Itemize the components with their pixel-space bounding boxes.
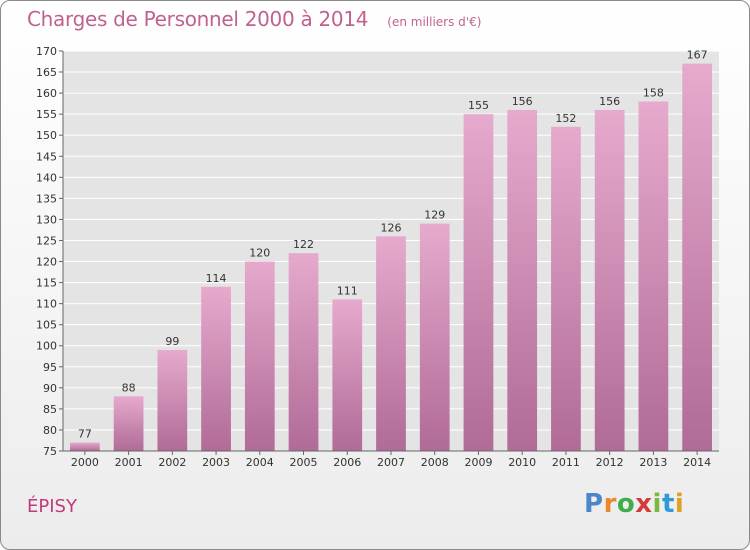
- x-tick-label: 2005: [290, 456, 318, 469]
- title-row: Charges de Personnel 2000 à 2014 (en mil…: [27, 7, 481, 31]
- y-tick-label: 100: [36, 340, 57, 353]
- bar-value-label: 152: [555, 112, 576, 125]
- chart-subtitle: (en milliers d'€): [387, 15, 482, 29]
- y-tick-label: 120: [36, 256, 57, 269]
- y-tick-label: 110: [36, 298, 57, 311]
- y-tick-label: 145: [36, 150, 57, 163]
- bar-value-label: 99: [165, 335, 179, 348]
- bar: [419, 223, 450, 451]
- bar-value-label: 129: [424, 209, 445, 222]
- bar: [594, 109, 625, 452]
- x-tick-label: 2013: [639, 456, 667, 469]
- y-tick-label: 150: [36, 129, 57, 142]
- bar-value-label: 158: [643, 87, 664, 100]
- bar: [288, 253, 319, 451]
- bar-value-label: 156: [599, 95, 620, 108]
- y-tick-label: 160: [36, 87, 57, 100]
- bar-layer: [69, 63, 713, 452]
- bar: [638, 101, 669, 452]
- y-tick-label: 75: [43, 445, 57, 458]
- brand-letter: i: [652, 489, 662, 519]
- brand-letter: o: [616, 489, 636, 519]
- bar: [69, 442, 100, 451]
- axis-layer: 75 80 85 90 95 100 105 110 115 120 125 130 135 140 145…: [36, 45, 719, 469]
- bar: [332, 299, 363, 451]
- brand-letter: i: [674, 489, 685, 519]
- x-tick-label: 2009: [464, 456, 492, 469]
- bar-value-label: 114: [206, 272, 227, 285]
- y-tick-label: 155: [36, 108, 57, 121]
- y-tick-label: 95: [43, 361, 57, 374]
- bar-value-label: 156: [512, 95, 533, 108]
- label-layer: 77 88 99 114 120 122 111 126 129 155 156 152 156 158 1…: [78, 49, 708, 441]
- bar-value-label: 167: [687, 49, 708, 62]
- y-tick-label: 125: [36, 234, 57, 247]
- bar-value-label: 120: [249, 247, 270, 260]
- x-tick-label: 2000: [71, 456, 99, 469]
- y-tick-label: 135: [36, 192, 57, 205]
- chart-title: Charges de Personnel 2000 à 2014: [27, 7, 369, 31]
- bar-value-label: 77: [78, 428, 92, 441]
- x-tick-label: 2010: [508, 456, 536, 469]
- y-tick-label: 165: [36, 66, 57, 79]
- bar-value-label: 155: [468, 99, 489, 112]
- bar-value-label: 126: [381, 221, 402, 234]
- bar: [507, 109, 538, 452]
- brand-letter: x: [635, 489, 653, 519]
- brand-logo: Proxiti: [584, 489, 684, 519]
- bar: [551, 126, 581, 451]
- y-tick-label: 140: [36, 171, 57, 184]
- brand-letter: P: [584, 489, 604, 519]
- y-tick-label: 80: [43, 424, 57, 437]
- x-tick-label: 2004: [246, 456, 274, 469]
- x-tick-label: 2006: [333, 456, 361, 469]
- bar: [682, 63, 713, 451]
- x-tick-label: 2003: [202, 456, 230, 469]
- bar-value-label: 111: [337, 284, 358, 297]
- brand-letter: r: [603, 489, 617, 519]
- location-label: ÉPISY: [27, 496, 77, 517]
- brand-letter: t: [661, 489, 675, 519]
- x-tick-label: 2008: [421, 456, 449, 469]
- y-tick-label: 130: [36, 213, 57, 226]
- x-tick-label: 2012: [596, 456, 624, 469]
- bar: [201, 286, 231, 451]
- bar: [157, 349, 188, 451]
- x-tick-label: 2011: [552, 456, 580, 469]
- bar: [113, 396, 144, 451]
- bar-value-label: 122: [293, 238, 314, 251]
- y-tick-label: 105: [36, 319, 57, 332]
- bar: [376, 236, 406, 451]
- y-tick-label: 90: [43, 382, 57, 395]
- y-tick-label: 115: [36, 277, 57, 290]
- y-tick-label: 170: [36, 45, 57, 58]
- y-tick-label: 85: [43, 403, 57, 416]
- x-tick-label: 2007: [377, 456, 405, 469]
- x-tick-label: 2002: [158, 456, 186, 469]
- bar: [244, 261, 275, 451]
- bar: [463, 114, 494, 451]
- bar-value-label: 88: [122, 381, 136, 394]
- x-tick-label: 2014: [683, 456, 711, 469]
- x-tick-label: 2001: [115, 456, 143, 469]
